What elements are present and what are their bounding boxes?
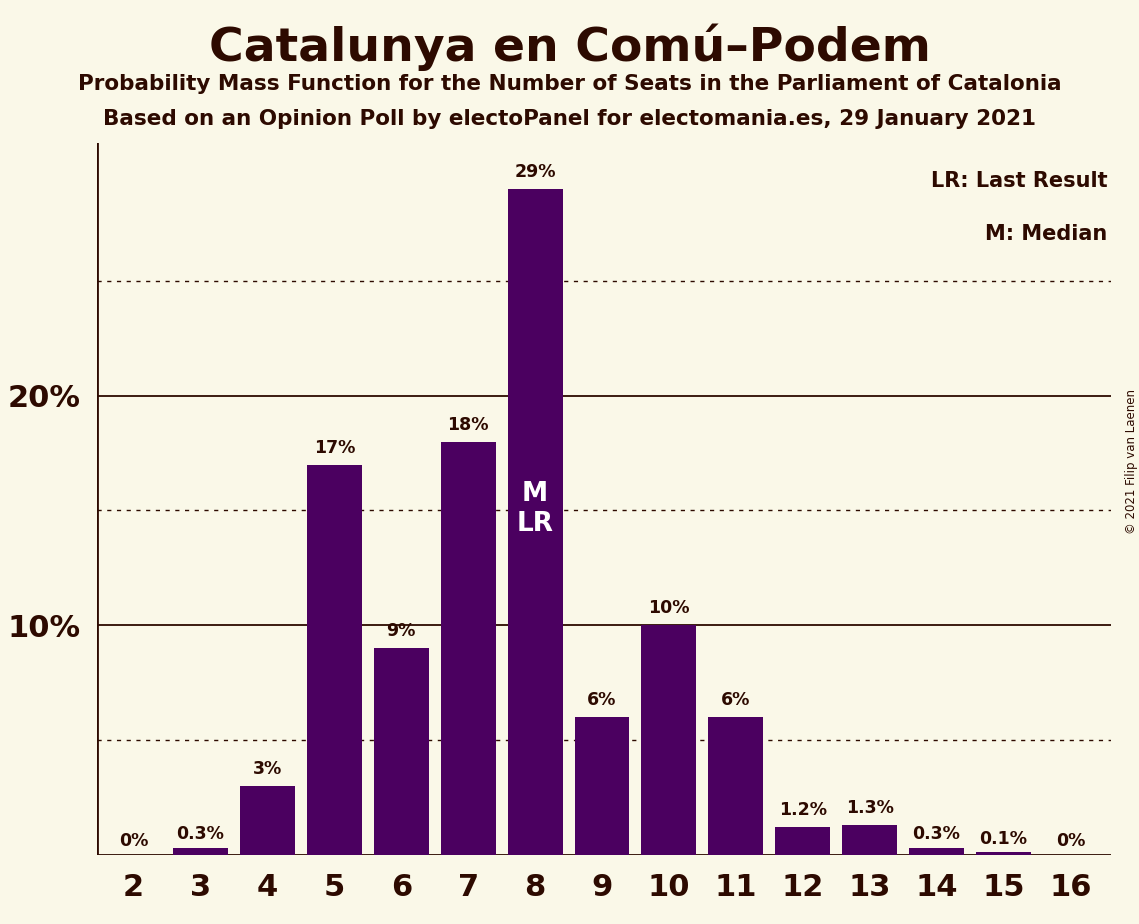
Text: Catalunya en Comú–Podem: Catalunya en Comú–Podem bbox=[208, 23, 931, 70]
Bar bbox=[641, 626, 696, 855]
Bar bbox=[508, 189, 563, 855]
Text: LR: Last Result: LR: Last Result bbox=[931, 171, 1107, 190]
Bar bbox=[842, 825, 898, 855]
Text: 18%: 18% bbox=[448, 416, 489, 433]
Bar bbox=[574, 717, 630, 855]
Bar bbox=[374, 648, 428, 855]
Text: 1.3%: 1.3% bbox=[845, 799, 894, 817]
Text: M: Median: M: Median bbox=[985, 224, 1107, 244]
Text: 0.1%: 0.1% bbox=[980, 830, 1027, 848]
Text: Probability Mass Function for the Number of Seats in the Parliament of Catalonia: Probability Mass Function for the Number… bbox=[77, 74, 1062, 94]
Text: 3%: 3% bbox=[253, 760, 282, 778]
Bar bbox=[976, 853, 1031, 855]
Text: 6%: 6% bbox=[588, 691, 616, 709]
Text: 9%: 9% bbox=[386, 622, 416, 640]
Bar bbox=[306, 465, 362, 855]
Bar bbox=[776, 827, 830, 855]
Bar bbox=[240, 785, 295, 855]
Text: M
LR: M LR bbox=[517, 480, 554, 537]
Text: 29%: 29% bbox=[515, 164, 556, 181]
Bar bbox=[708, 717, 763, 855]
Bar bbox=[441, 442, 495, 855]
Text: © 2021 Filip van Laenen: © 2021 Filip van Laenen bbox=[1124, 390, 1138, 534]
Text: 0.3%: 0.3% bbox=[912, 825, 960, 844]
Text: 0%: 0% bbox=[118, 833, 148, 850]
Text: 6%: 6% bbox=[721, 691, 751, 709]
Text: 1.2%: 1.2% bbox=[779, 801, 827, 820]
Text: 10%: 10% bbox=[648, 599, 689, 617]
Text: 0.3%: 0.3% bbox=[177, 825, 224, 844]
Bar bbox=[909, 848, 964, 855]
Text: 0%: 0% bbox=[1056, 833, 1085, 850]
Text: 17%: 17% bbox=[313, 439, 355, 456]
Text: Based on an Opinion Poll by electoPanel for electomania.es, 29 January 2021: Based on an Opinion Poll by electoPanel … bbox=[103, 109, 1036, 129]
Bar bbox=[173, 848, 228, 855]
